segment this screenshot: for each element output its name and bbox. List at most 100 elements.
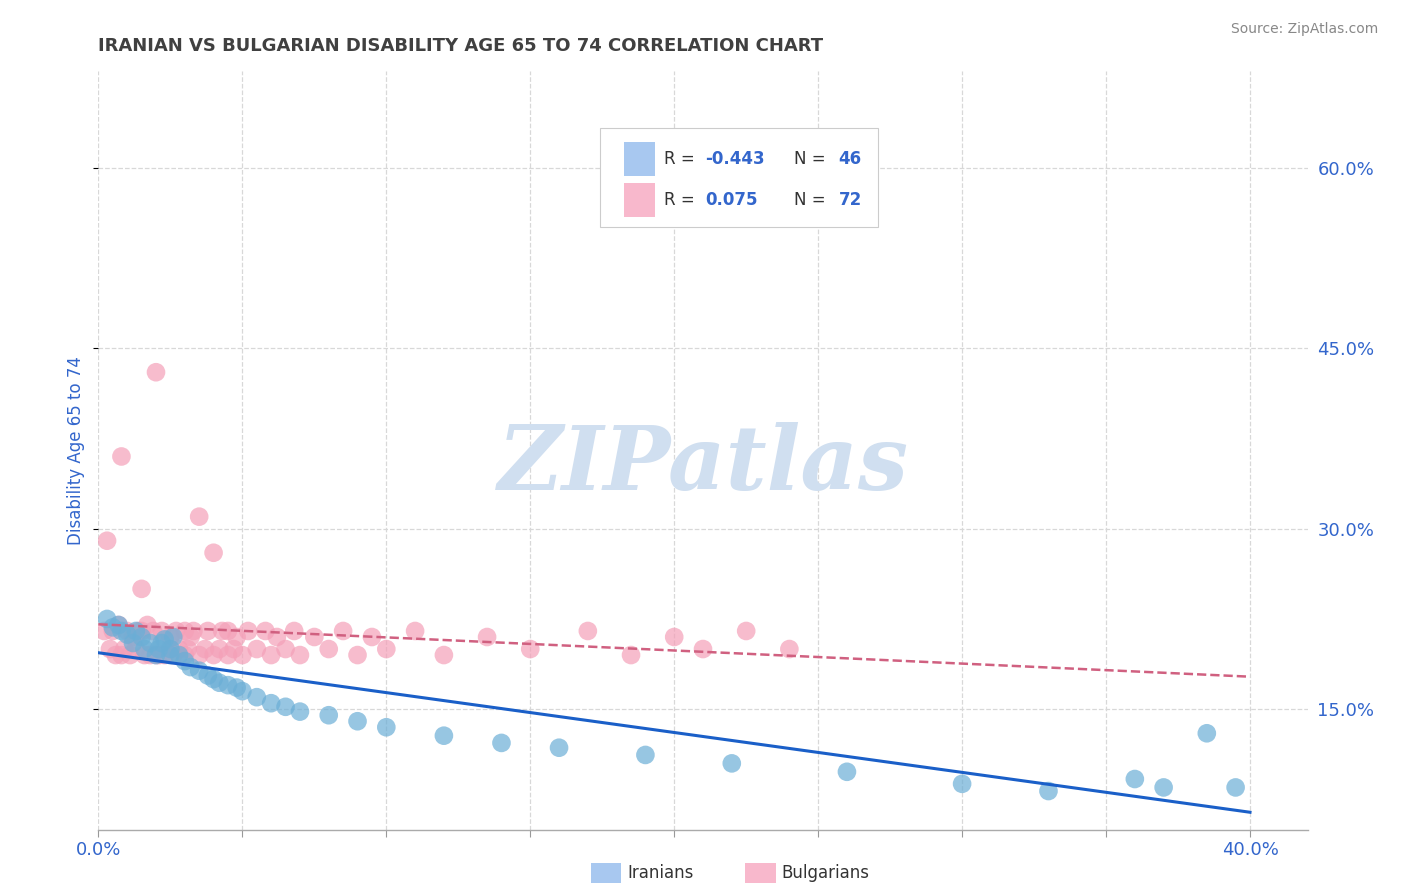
Point (176, 642, 198, 657)
Point (188, 509, 211, 524)
Point (778, 642, 800, 657)
Point (134, 642, 156, 657)
Point (1225, 780, 1247, 795)
Point (202, 672, 225, 686)
Point (125, 624, 148, 638)
Point (165, 624, 187, 638)
Point (254, 624, 277, 638)
Text: N =: N = (794, 151, 831, 169)
Point (225, 681, 247, 695)
Point (131, 624, 153, 638)
Point (139, 648, 162, 662)
Point (548, 740, 571, 755)
Point (131, 630, 153, 644)
Point (122, 630, 145, 644)
Point (162, 648, 184, 662)
Point (145, 365, 167, 379)
Bar (624, 183, 655, 218)
Point (1038, 784, 1060, 798)
Point (266, 630, 288, 644)
Point (260, 648, 283, 662)
Point (115, 624, 138, 638)
Point (720, 756, 742, 771)
Point (835, 764, 858, 779)
Point (274, 699, 297, 714)
Point (318, 708, 340, 723)
Point (332, 624, 354, 638)
Point (159, 648, 181, 662)
Point (134, 648, 156, 662)
Point (202, 546, 225, 560)
Point (404, 624, 426, 638)
Point (208, 675, 231, 690)
Point (173, 624, 195, 638)
Point (150, 636, 173, 650)
Point (1153, 780, 1175, 795)
Point (576, 624, 599, 638)
Point (197, 624, 219, 638)
Point (194, 642, 217, 657)
Point (202, 648, 225, 662)
Point (304, 630, 326, 644)
Point (361, 630, 384, 644)
Point (120, 648, 142, 662)
Point (188, 664, 211, 678)
Point (107, 618, 129, 632)
Point (153, 648, 176, 662)
Point (225, 630, 247, 644)
Point (375, 642, 398, 657)
Point (620, 648, 643, 662)
Point (217, 648, 239, 662)
Point (110, 450, 132, 464)
Text: Iranians: Iranians (627, 864, 693, 882)
Point (634, 747, 657, 762)
Point (288, 648, 311, 662)
Point (183, 624, 205, 638)
Point (208, 642, 231, 657)
Point (288, 705, 311, 719)
Point (346, 648, 368, 662)
Text: R =: R = (664, 191, 700, 210)
Text: -0.443: -0.443 (706, 151, 765, 169)
Point (283, 624, 305, 638)
Text: Source: ZipAtlas.com: Source: ZipAtlas.com (1230, 22, 1378, 37)
Point (222, 642, 245, 657)
Point (475, 630, 498, 644)
FancyBboxPatch shape (600, 128, 879, 227)
Y-axis label: Disability Age 65 to 74: Disability Age 65 to 74 (67, 356, 86, 545)
Point (125, 642, 148, 657)
Point (96, 533, 118, 548)
Point (950, 777, 973, 791)
Point (112, 642, 135, 657)
Point (159, 642, 181, 657)
Point (211, 624, 233, 638)
Point (735, 624, 758, 638)
Point (101, 620, 124, 634)
Point (664, 630, 686, 644)
Point (246, 690, 269, 705)
Point (150, 624, 173, 638)
Point (159, 630, 181, 644)
Point (217, 678, 239, 692)
Point (188, 648, 211, 662)
Point (101, 624, 124, 638)
Point (173, 648, 195, 662)
Point (142, 624, 165, 638)
Text: 72: 72 (838, 191, 862, 210)
Point (139, 636, 162, 650)
Point (217, 624, 239, 638)
Point (128, 624, 150, 638)
Point (180, 630, 202, 644)
Point (145, 648, 167, 662)
Point (145, 648, 167, 662)
Point (346, 714, 368, 729)
Point (104, 648, 127, 662)
Point (173, 654, 195, 668)
Bar (624, 142, 655, 177)
Point (692, 642, 714, 657)
Point (148, 642, 170, 657)
Point (96, 612, 118, 626)
Point (246, 642, 269, 657)
Point (136, 618, 159, 632)
Point (260, 696, 283, 710)
